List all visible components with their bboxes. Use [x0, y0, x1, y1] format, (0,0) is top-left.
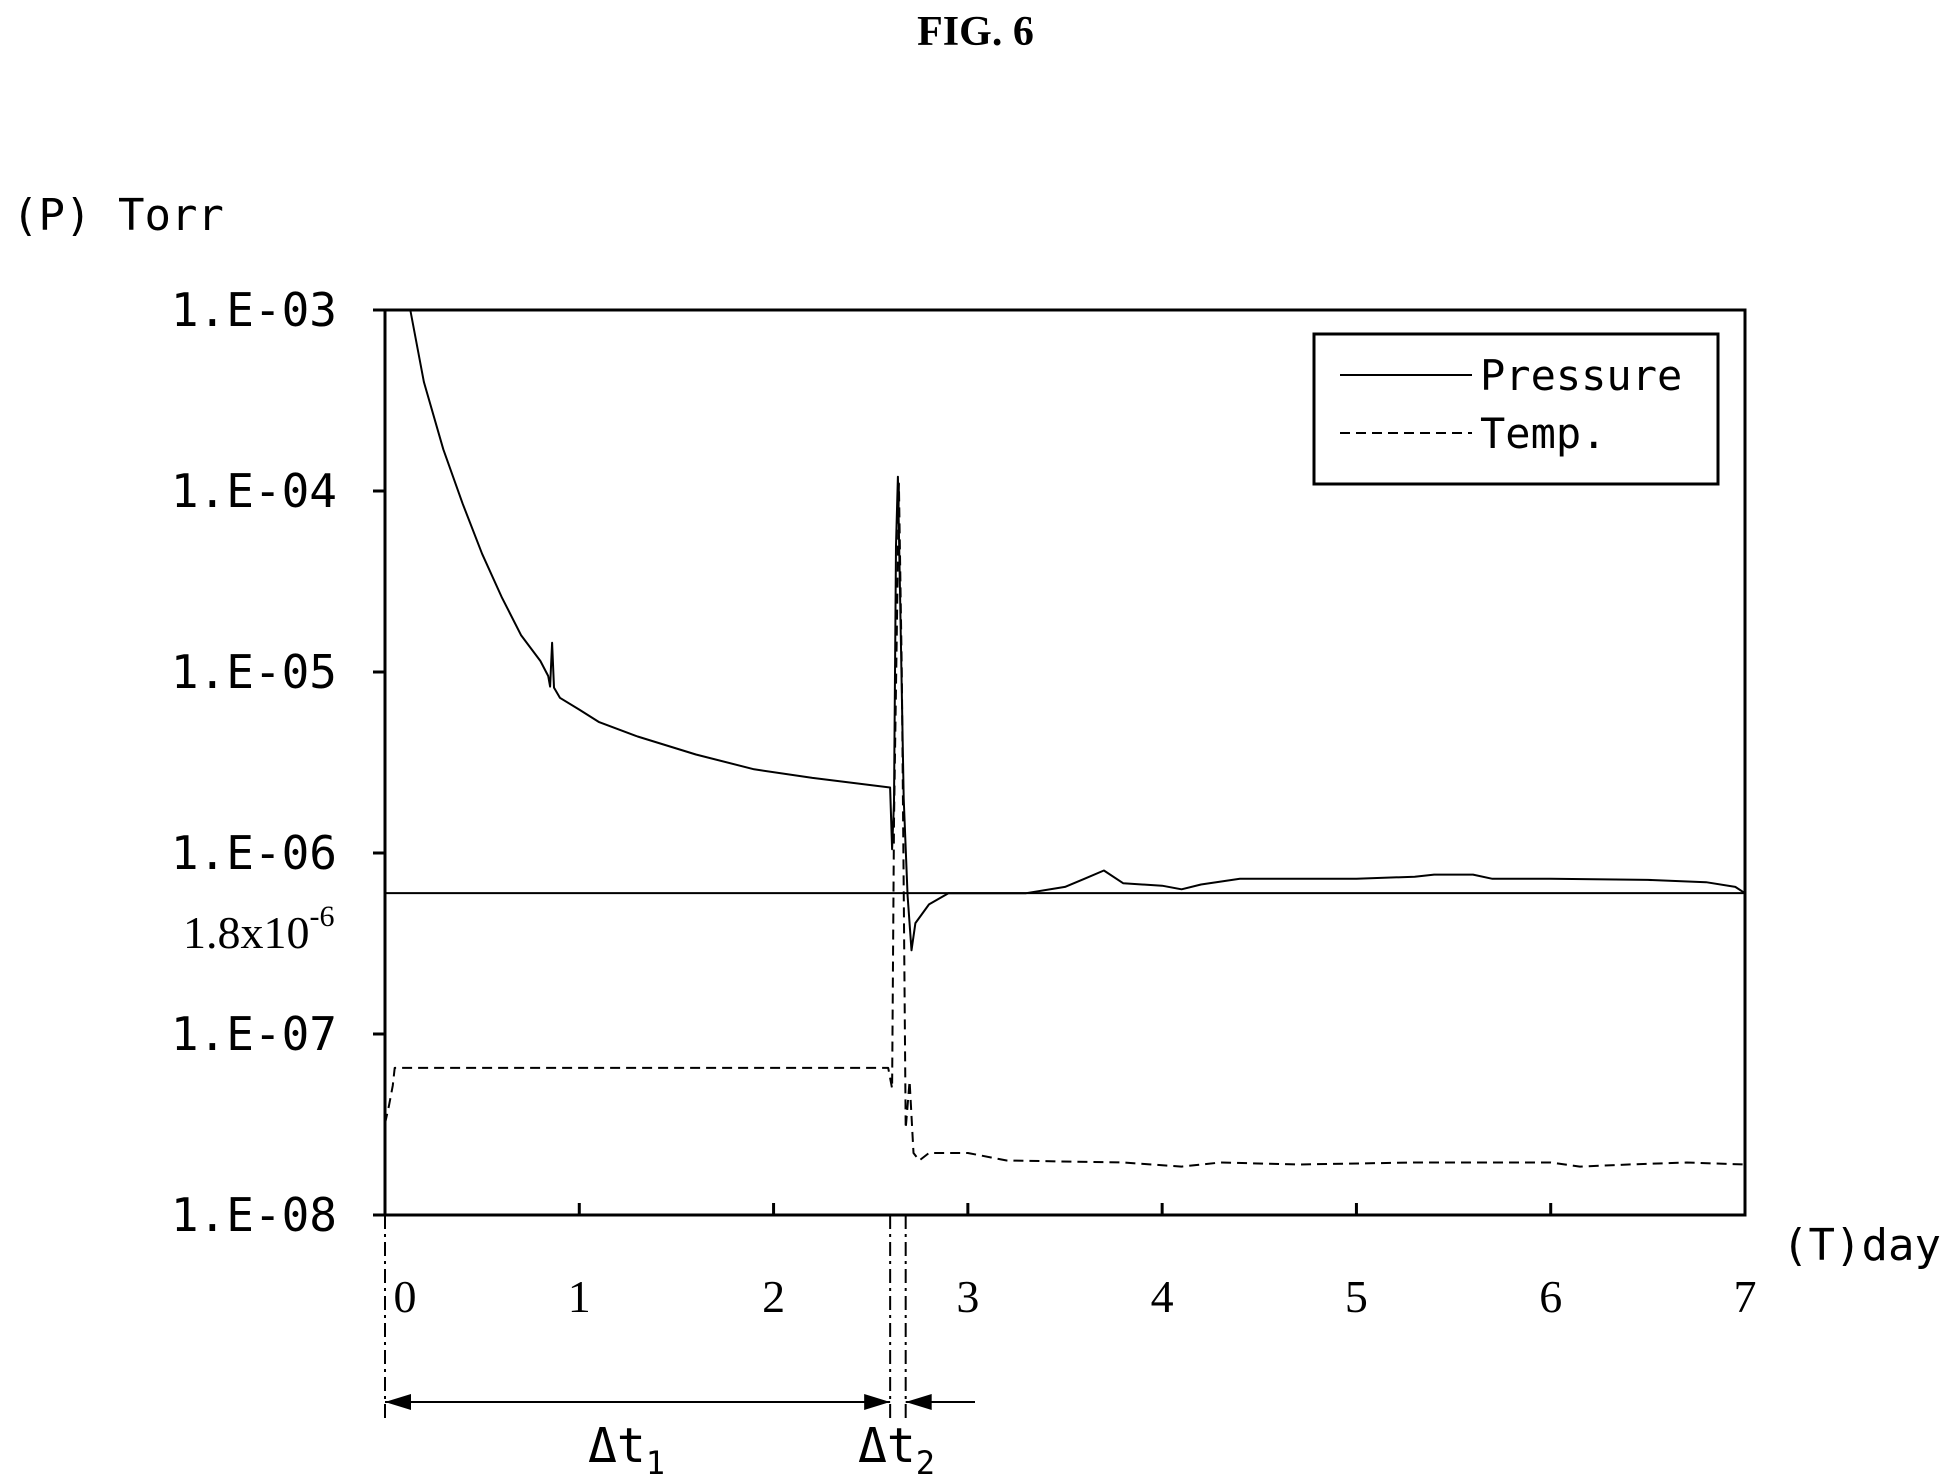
- y-tick-label: 1.E-04: [171, 464, 337, 518]
- series-line-temp: [384, 482, 1746, 1168]
- x-tick-label: 5: [1345, 1271, 1368, 1322]
- x-tick-label: 1: [568, 1271, 591, 1322]
- x-tick-label: 6: [1539, 1271, 1562, 1322]
- y-tick-label: 1.E-07: [171, 1007, 337, 1061]
- x-tick-label: 7: [1734, 1271, 1757, 1322]
- x-tick-label: 3: [956, 1271, 979, 1322]
- y-tick-label: 1.E-03: [171, 283, 337, 337]
- arrow-head: [385, 1394, 411, 1410]
- y-tick-label: 1.E-05: [171, 645, 337, 699]
- interval-label-dt2: Δt2: [858, 1418, 935, 1482]
- legend: Pressure Temp.: [1312, 332, 1720, 486]
- arrow-head: [905, 1394, 932, 1410]
- x-axis-label: (T)day: [1782, 1220, 1941, 1271]
- figure-title: FIG. 6: [917, 9, 1034, 55]
- interval-label-dt1: Δt1: [588, 1418, 665, 1482]
- x-tick-label: 4: [1151, 1271, 1174, 1322]
- reference-line-label: 1.8x10-6: [183, 900, 335, 958]
- y-tick-label: 1.E-06: [171, 826, 337, 880]
- arrow-head: [864, 1394, 891, 1410]
- x-tick-label: 2: [762, 1271, 785, 1322]
- y-tick-label: 1.E-08: [171, 1188, 337, 1242]
- legend-box: [1312, 332, 1720, 486]
- plot-frame: [383, 308, 1747, 1217]
- legend-temp-label: Temp.: [1480, 409, 1606, 458]
- legend-pressure-label: Pressure: [1480, 351, 1682, 400]
- x-tick-label: 0: [394, 1271, 417, 1322]
- y-axis-label: (P) Torr: [12, 190, 224, 241]
